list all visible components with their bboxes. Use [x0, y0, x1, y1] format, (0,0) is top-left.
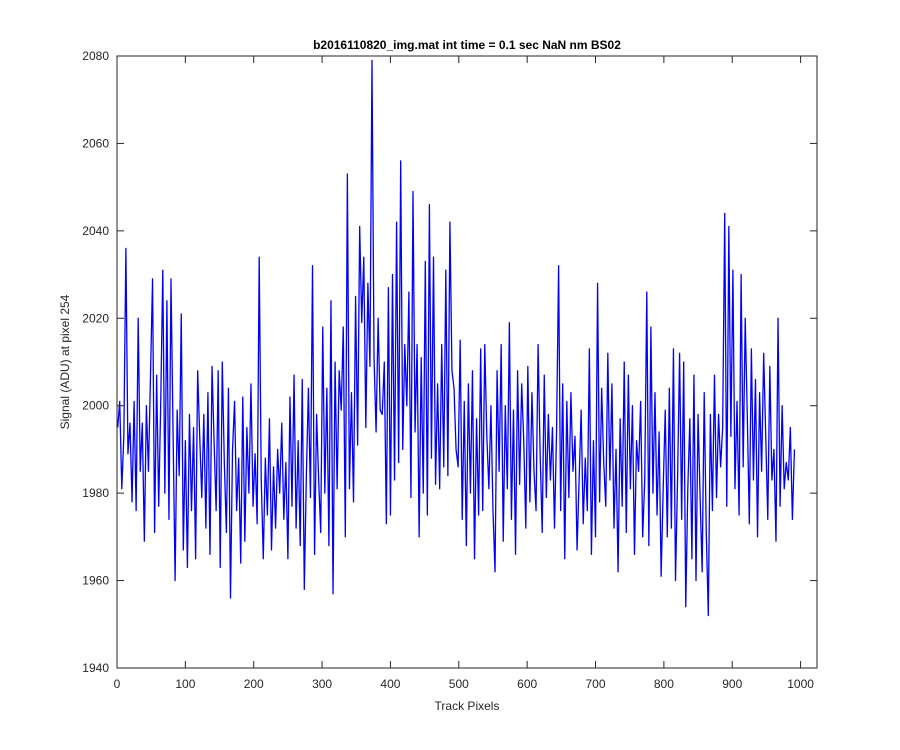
y-tick-label: 1960: [82, 574, 109, 588]
y-tick-label: 1940: [82, 661, 109, 675]
x-tick-label: 900: [722, 677, 742, 691]
x-tick-label: 700: [586, 677, 606, 691]
plot-frame: [116, 55, 818, 669]
x-tick-label: 400: [380, 677, 400, 691]
y-axis-title: Signal (ADU) at pixel 254: [58, 294, 72, 429]
x-tick-label: 200: [244, 677, 264, 691]
axis-layer: 0 100 200 300 400 500 600 700 800 900 1000 1940 1960…: [82, 49, 817, 691]
x-tick-label: 300: [312, 677, 332, 691]
x-tick-label: 100: [175, 677, 195, 691]
x-tick-label: 600: [517, 677, 537, 691]
series-line: [117, 59, 796, 617]
chart-title: b2016110820_img.mat int time = 0.1 sec N…: [313, 38, 621, 52]
y-tick-label: 2020: [82, 311, 109, 325]
y-tick-label: 1980: [82, 486, 109, 500]
y-tick-label: 2080: [82, 49, 109, 63]
x-tick-label: 800: [654, 677, 674, 691]
x-tick-label: 1000: [787, 677, 814, 691]
x-axis-title: Track Pixels: [435, 699, 500, 713]
x-tick-label: 0: [114, 677, 121, 691]
plot-area: [117, 56, 817, 668]
y-tick-label: 2000: [82, 399, 109, 413]
y-tick-label: 2040: [82, 224, 109, 238]
y-tick-label: 2060: [82, 136, 109, 150]
series-layer: [117, 59, 796, 617]
x-tick-label: 500: [449, 677, 469, 691]
